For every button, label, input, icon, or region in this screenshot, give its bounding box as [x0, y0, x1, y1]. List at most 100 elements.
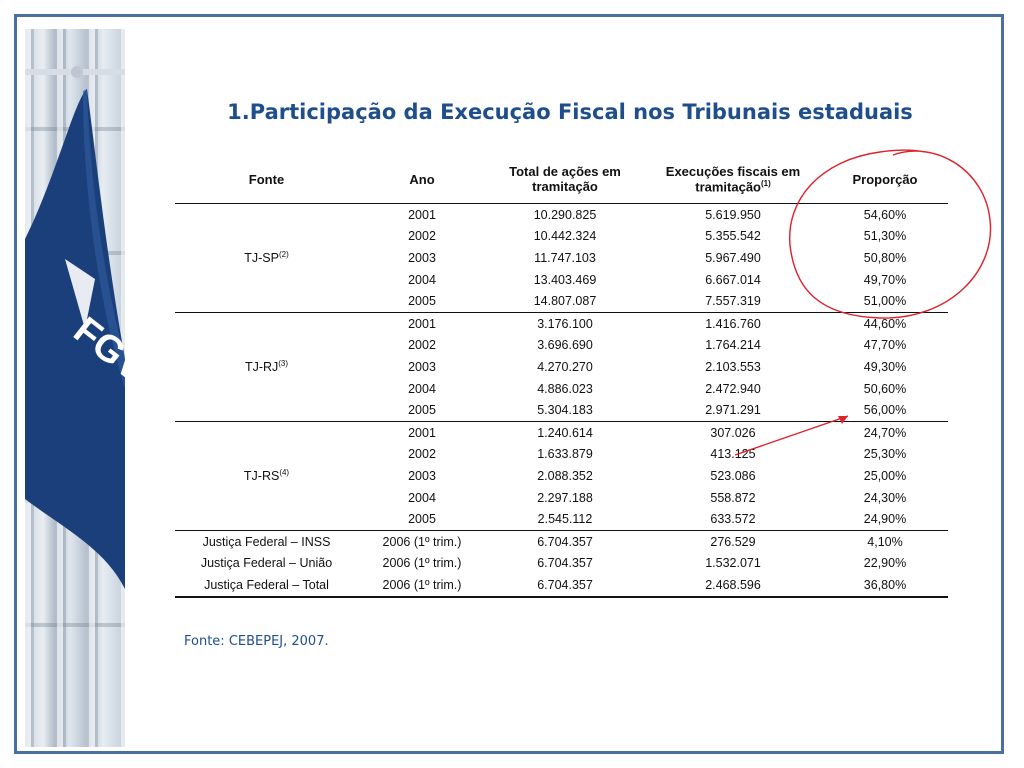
header-exec-sup: (1): [760, 178, 771, 188]
year-cell: 2006 (1º trim.): [382, 534, 462, 549]
source-cell: TJ-RS(4): [175, 421, 358, 531]
table-row: 2003 4.270.270 2.103.553 49,30%: [175, 356, 948, 378]
source-cell: TJ-SP(2): [175, 203, 358, 313]
header-exec-label: Execuções fiscais em tramitação: [665, 163, 801, 195]
header-ano: Ano: [358, 155, 486, 204]
total-cell: 14.807.087: [486, 290, 644, 313]
table-row: 2003 2.088.352 523.086 25,00%: [175, 465, 948, 487]
exec-cell: 2.971.291: [644, 399, 822, 422]
table-row: 2005 2.545.112 633.572 24,90%: [175, 508, 948, 531]
year-cell: 2003: [408, 359, 436, 374]
table-row: Justiça Federal – União 2006 (1º trim.) 6.…: [175, 553, 948, 575]
proportion-cell: 49,70%: [863, 272, 907, 287]
proportion-cell: 56,00%: [822, 399, 948, 422]
year-cell: 2006 (1º trim.): [382, 556, 462, 571]
header-total: Total de ações em tramitação: [486, 155, 644, 204]
source-cell: Justiça Federal – INSS: [202, 534, 331, 549]
total-cell: 2.297.188: [537, 490, 593, 505]
total-cell: 2.088.352: [537, 468, 593, 483]
total-cell: 10.290.825: [533, 207, 597, 222]
proportion-cell: 51,30%: [863, 229, 907, 244]
year-cell: 2005: [358, 508, 486, 531]
total-cell: 4.270.270: [537, 359, 593, 374]
total-cell: 6.704.357: [537, 534, 593, 549]
total-cell: 6.704.357: [486, 574, 644, 598]
header-fonte: Fonte: [175, 155, 358, 204]
year-cell: 2002: [408, 338, 436, 353]
exec-cell: 1.416.760: [705, 316, 761, 331]
year-cell: 2003: [408, 468, 436, 483]
exec-cell: 413.125: [710, 447, 756, 462]
proportion-cell: 50,60%: [863, 381, 907, 396]
year-cell: 2001: [408, 207, 436, 222]
fgv-flag-logo: FGV: [25, 66, 125, 589]
total-cell: 13.403.469: [533, 272, 597, 287]
proportion-cell: 25,30%: [863, 447, 907, 462]
proportion-cell: 24,30%: [863, 490, 907, 505]
table-row: Justiça Federal – Total 2006 (1º trim.) 6.…: [175, 574, 948, 598]
year-cell: 2001: [408, 425, 436, 440]
year-cell: 2004: [408, 272, 436, 287]
table-row: 2004 4.886.023 2.472.940 50,60%: [175, 378, 948, 400]
header-total-label: Total de ações em tramitação: [509, 164, 621, 194]
exec-cell: 5.967.490: [705, 250, 761, 265]
year-cell: 2001: [408, 316, 436, 331]
source-sup: (3): [278, 359, 289, 369]
exec-cell: 5.355.542: [705, 229, 761, 244]
source-label: TJ-RJ: [244, 360, 279, 375]
year-cell: 2003: [408, 250, 436, 265]
proportion-cell: 4,10%: [867, 534, 903, 549]
year-cell: 2005: [358, 290, 486, 313]
source-sup: (4): [279, 468, 290, 478]
year-cell: 2004: [408, 490, 436, 505]
exec-cell: 633.572: [644, 508, 822, 531]
total-cell: 11.747.103: [534, 250, 596, 265]
table-header-row: Fonte Ano Total de ações em tramitação E…: [175, 155, 948, 204]
table-row: TJ-SP(2) 2001 10.290.825 5.619.950 54,60%: [175, 203, 948, 313]
table-row: TJ-RS(4) 2001 1.240.614 307.026 24,70%: [175, 421, 948, 531]
table-body: TJ-SP(2) 2001 10.290.825 5.619.950 54,60% 200…: [175, 203, 948, 598]
exec-cell: 1.532.071: [705, 556, 761, 571]
table-row: TJ-RJ(3) 2001 3.176.100 1.416.760 44,60%: [175, 312, 948, 422]
proportion-cell: 25,00%: [863, 468, 907, 483]
proportion-cell: 54,60%: [863, 207, 907, 222]
execution-table: Fonte Ano Total de ações em tramitação E…: [175, 155, 948, 598]
total-cell: 10.442.324: [533, 229, 597, 244]
table-row: 2002 3.696.690 1.764.214 47,70%: [175, 335, 948, 357]
total-cell: 6.704.357: [537, 556, 593, 571]
table-row: 2004 2.297.188 558.872 24,30%: [175, 487, 948, 509]
exec-cell: 2.472.940: [705, 381, 761, 396]
total-cell: 1.240.614: [537, 425, 593, 440]
exec-cell: 307.026: [710, 425, 756, 440]
total-cell: 1.633.879: [537, 447, 593, 462]
proportion-cell: 47,70%: [863, 338, 907, 353]
total-cell: 3.176.100: [537, 316, 593, 331]
exec-cell: 6.667.014: [705, 272, 761, 287]
table-row: 2002 1.633.879 413.125 25,30%: [175, 444, 948, 466]
slide-title: 1.Participação da Execução Fiscal nos Tr…: [227, 100, 913, 124]
exec-cell: 558.872: [710, 490, 756, 505]
exec-cell: 5.619.950: [705, 207, 761, 222]
exec-cell: 7.557.319: [644, 290, 822, 313]
year-cell: 2004: [408, 381, 436, 396]
flag-cloth: [25, 89, 125, 589]
proportion-cell: 44,60%: [863, 316, 907, 331]
year-cell: 2006 (1º trim.): [358, 574, 486, 598]
total-cell: 3.696.690: [537, 338, 593, 353]
proportion-cell: 36,80%: [822, 574, 948, 598]
total-cell: 5.304.183: [486, 399, 644, 422]
source-label: TJ-RS: [243, 469, 280, 484]
year-cell: 2002: [408, 447, 436, 462]
year-cell: 2005: [358, 399, 486, 422]
total-cell: 4.886.023: [537, 381, 593, 396]
building-flag-photo: FGV: [25, 29, 125, 747]
source-note: Fonte: CEBEPEJ, 2007.: [184, 634, 329, 649]
proportion-cell: 24,90%: [822, 508, 948, 531]
proportion-cell: 51,00%: [822, 290, 948, 313]
total-cell: 2.545.112: [486, 508, 644, 531]
flag-fold-highlight: [83, 89, 125, 389]
proportion-cell: 22,90%: [863, 556, 907, 571]
source-cell: Justiça Federal – União: [200, 556, 333, 571]
exec-cell: 2.103.553: [705, 359, 761, 374]
proportion-cell: 50,80%: [863, 250, 907, 265]
